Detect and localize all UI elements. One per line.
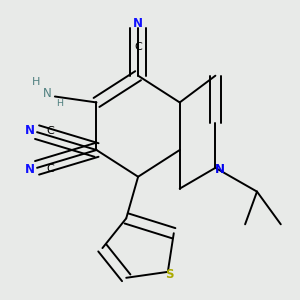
- Text: N: N: [25, 163, 34, 176]
- Text: N: N: [43, 87, 52, 100]
- Text: H: H: [56, 99, 63, 108]
- Text: N: N: [215, 163, 225, 176]
- Text: C: C: [134, 43, 142, 52]
- Text: C: C: [46, 164, 54, 174]
- Text: N: N: [25, 124, 34, 137]
- Text: C: C: [46, 126, 54, 136]
- Text: N: N: [133, 17, 143, 30]
- Text: H: H: [32, 76, 40, 87]
- Text: S: S: [165, 268, 174, 281]
